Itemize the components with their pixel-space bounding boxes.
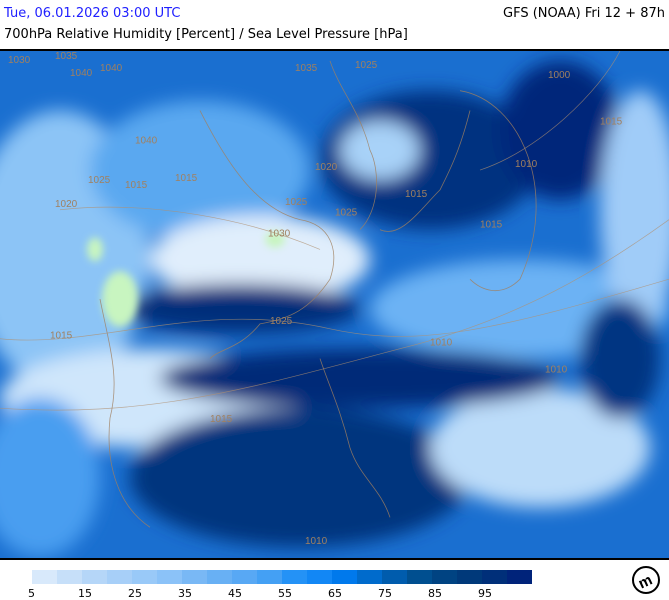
- svg-text:m: m: [636, 571, 655, 592]
- humidity-color-scale: [32, 570, 532, 584]
- scale-tick-label: 85: [428, 587, 442, 600]
- scale-swatch: [307, 570, 332, 584]
- isobar-label: 1015: [480, 220, 503, 231]
- scale-swatch: [332, 570, 357, 584]
- isobar-label: 1020: [55, 199, 78, 210]
- forecast-datetime: Tue, 06.01.2026 03:00 UTC: [4, 6, 181, 21]
- isobar-label: 1015: [405, 189, 428, 200]
- scale-tick-label: 25: [128, 587, 142, 600]
- scale-tick-label: 15: [78, 587, 92, 600]
- isobar-label: 1015: [600, 116, 623, 127]
- scale-swatch: [482, 570, 507, 584]
- isobar-label: 1015: [125, 180, 148, 191]
- scale-swatch: [507, 570, 532, 584]
- isobar-label: 1010: [305, 536, 328, 547]
- scale-swatch: [432, 570, 457, 584]
- scale-swatch: [257, 570, 282, 584]
- map-title: 700hPa Relative Humidity [Percent] / Sea…: [4, 27, 408, 42]
- isobar-label: 1020: [315, 162, 338, 173]
- isobar-label: 1015: [210, 414, 233, 425]
- isobar-label: 1035: [55, 51, 78, 62]
- scale-tick-label: 5: [28, 587, 35, 600]
- scale-swatch: [207, 570, 232, 584]
- scale-swatch: [457, 570, 482, 584]
- scale-tick-label: 35: [178, 587, 192, 600]
- scale-swatch: [82, 570, 107, 584]
- isobar-label: 1040: [100, 63, 123, 74]
- isobar-label: 1030: [268, 229, 291, 240]
- scale-tick-label: 95: [478, 587, 492, 600]
- isobar-label: 1040: [135, 135, 158, 146]
- scale-swatch: [57, 570, 82, 584]
- isobar-label: 1025: [335, 208, 358, 219]
- scale-swatch: [157, 570, 182, 584]
- scale-swatch: [407, 570, 432, 584]
- meteologix-logo: m: [632, 566, 660, 594]
- isobar-label: 1035: [295, 63, 318, 74]
- humidity-pressure-map[interactable]: 1030 1035 1040 1040 1035 1025 1000 1040 1015 1025…: [0, 49, 669, 560]
- scale-swatch: [132, 570, 157, 584]
- isobar-label: 1015: [50, 331, 73, 342]
- scale-swatch: [107, 570, 132, 584]
- isobar-label: 1025: [355, 60, 378, 71]
- scale-tick-label: 45: [228, 587, 242, 600]
- scale-swatch: [232, 570, 257, 584]
- isobar-label: 1030: [8, 55, 31, 66]
- scale-swatch: [182, 570, 207, 584]
- isobar-label: 1000: [548, 70, 571, 81]
- isobar-label: 1010: [430, 338, 453, 349]
- scale-swatch: [282, 570, 307, 584]
- model-run: GFS (NOAA) Fri 12 + 87h: [503, 6, 665, 21]
- isobar-label: 1010: [545, 364, 568, 375]
- isobar-label: 1025: [270, 316, 293, 327]
- isobar-label: 1010: [515, 159, 538, 170]
- scale-swatch: [357, 570, 382, 584]
- isobar-label: 1040: [70, 68, 93, 79]
- scale-tick-label: 75: [378, 587, 392, 600]
- isobar-label: 1025: [88, 175, 111, 186]
- scale-tick-label: 55: [278, 587, 292, 600]
- scale-swatch: [382, 570, 407, 584]
- isobar-label: 1025: [285, 197, 308, 208]
- scale-tick-label: 65: [328, 587, 342, 600]
- scale-swatch: [32, 570, 57, 584]
- isobar-label: 1015: [175, 173, 198, 184]
